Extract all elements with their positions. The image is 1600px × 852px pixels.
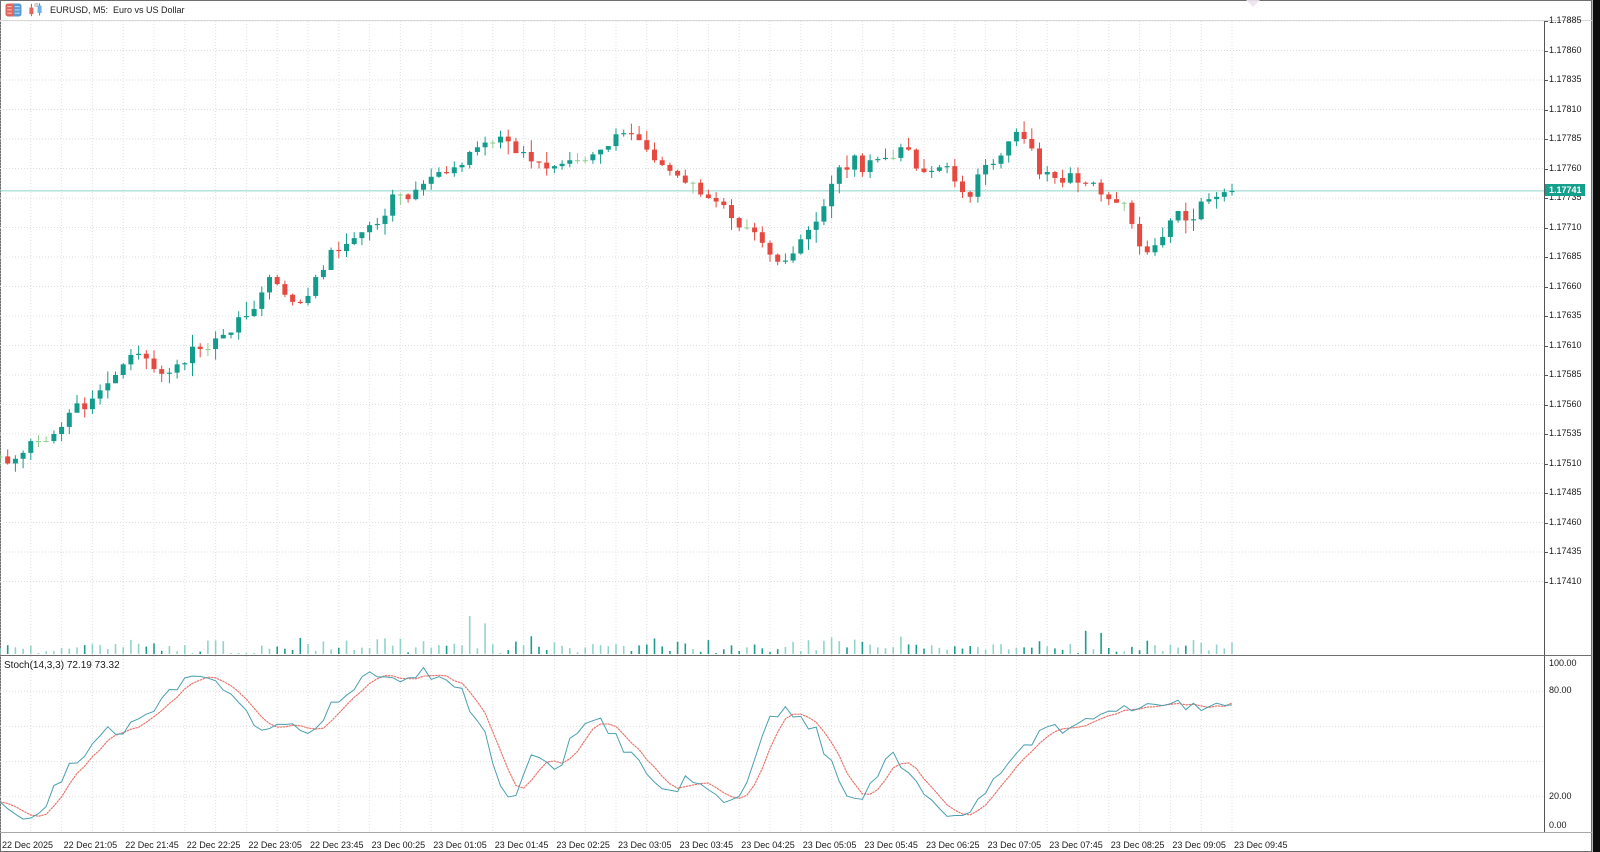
- svg-text:Stoch(14,3,3) 72.19 73.32: Stoch(14,3,3) 72.19 73.32: [4, 660, 120, 671]
